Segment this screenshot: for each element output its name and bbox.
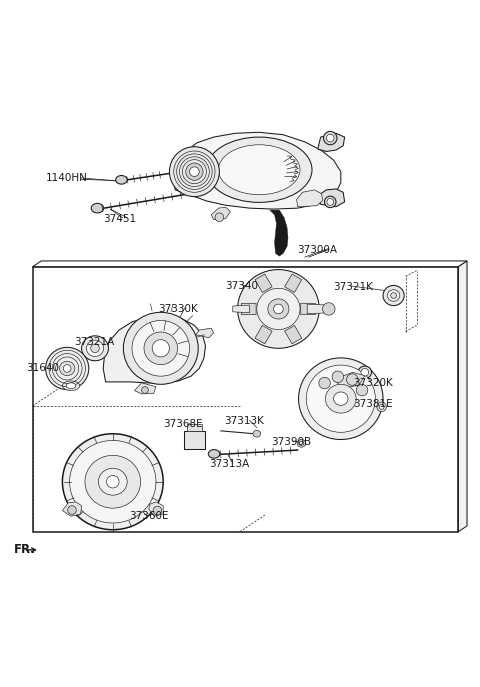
Polygon shape	[170, 154, 199, 178]
Ellipse shape	[379, 405, 384, 409]
Ellipse shape	[299, 358, 383, 440]
Ellipse shape	[86, 340, 104, 357]
Polygon shape	[307, 304, 329, 314]
Text: 37320K: 37320K	[353, 379, 393, 388]
Ellipse shape	[356, 384, 368, 396]
Ellipse shape	[91, 203, 104, 213]
Polygon shape	[33, 261, 467, 267]
Text: 1140HN: 1140HN	[46, 173, 87, 183]
Polygon shape	[285, 274, 302, 293]
Ellipse shape	[268, 299, 289, 319]
Ellipse shape	[299, 442, 304, 445]
Polygon shape	[211, 207, 230, 220]
Ellipse shape	[82, 336, 108, 361]
Text: 31640: 31640	[26, 363, 60, 374]
Ellipse shape	[325, 384, 356, 413]
Polygon shape	[149, 502, 163, 517]
Polygon shape	[62, 502, 82, 517]
Text: 37321K: 37321K	[334, 282, 373, 292]
Polygon shape	[318, 133, 345, 152]
Ellipse shape	[62, 433, 163, 530]
Text: 37313A: 37313A	[209, 460, 249, 469]
Text: 37360E: 37360E	[130, 511, 169, 521]
Ellipse shape	[46, 348, 89, 390]
Ellipse shape	[238, 269, 319, 348]
Ellipse shape	[297, 440, 306, 447]
Ellipse shape	[323, 303, 335, 315]
Ellipse shape	[324, 131, 337, 145]
Ellipse shape	[206, 137, 312, 203]
Ellipse shape	[257, 289, 300, 330]
Text: 37313K: 37313K	[225, 416, 264, 426]
Polygon shape	[255, 274, 272, 293]
Bar	[33, 267, 458, 532]
Ellipse shape	[208, 449, 220, 458]
Ellipse shape	[68, 506, 76, 515]
Ellipse shape	[218, 145, 300, 194]
Ellipse shape	[63, 365, 71, 372]
Ellipse shape	[190, 167, 199, 177]
Ellipse shape	[123, 313, 198, 384]
Ellipse shape	[169, 147, 219, 196]
Polygon shape	[241, 303, 256, 315]
Polygon shape	[233, 305, 250, 313]
Polygon shape	[458, 261, 467, 532]
Polygon shape	[334, 372, 365, 388]
Text: 37451: 37451	[103, 214, 136, 224]
Polygon shape	[270, 210, 288, 256]
Polygon shape	[196, 328, 214, 338]
Ellipse shape	[132, 320, 190, 376]
Polygon shape	[173, 133, 341, 209]
Ellipse shape	[70, 440, 156, 523]
Ellipse shape	[98, 469, 127, 495]
Ellipse shape	[144, 332, 178, 365]
Ellipse shape	[186, 163, 203, 180]
Ellipse shape	[116, 175, 127, 184]
Text: 37300A: 37300A	[298, 245, 337, 255]
Text: FR.: FR.	[13, 543, 36, 556]
Polygon shape	[301, 303, 315, 315]
Ellipse shape	[62, 381, 80, 390]
Ellipse shape	[387, 290, 400, 302]
Ellipse shape	[142, 387, 148, 394]
Text: 37321A: 37321A	[74, 337, 115, 347]
Ellipse shape	[326, 134, 334, 142]
Polygon shape	[255, 326, 272, 344]
Ellipse shape	[383, 285, 404, 306]
Ellipse shape	[153, 506, 162, 515]
Ellipse shape	[91, 344, 99, 352]
Ellipse shape	[85, 455, 141, 508]
Bar	[187, 424, 202, 431]
Polygon shape	[297, 190, 323, 207]
Ellipse shape	[306, 365, 375, 432]
Ellipse shape	[391, 293, 396, 298]
Polygon shape	[134, 383, 156, 394]
Ellipse shape	[358, 366, 372, 379]
Ellipse shape	[152, 339, 169, 357]
Ellipse shape	[377, 402, 386, 412]
Ellipse shape	[324, 196, 336, 207]
Ellipse shape	[347, 374, 358, 385]
Ellipse shape	[274, 304, 283, 314]
Polygon shape	[103, 315, 205, 383]
Ellipse shape	[60, 361, 75, 376]
Polygon shape	[318, 189, 345, 207]
Ellipse shape	[361, 368, 369, 376]
Text: 37340: 37340	[226, 281, 259, 291]
Ellipse shape	[319, 377, 330, 389]
Ellipse shape	[327, 199, 334, 205]
Text: 37381E: 37381E	[353, 399, 393, 409]
Ellipse shape	[107, 475, 119, 488]
Ellipse shape	[334, 392, 348, 405]
Ellipse shape	[253, 430, 261, 437]
Ellipse shape	[332, 371, 344, 383]
Polygon shape	[285, 326, 302, 344]
Ellipse shape	[66, 383, 76, 389]
Text: 37368E: 37368E	[163, 419, 203, 429]
Ellipse shape	[215, 213, 224, 222]
Bar	[184, 431, 205, 449]
Text: 37330K: 37330K	[158, 304, 198, 314]
Text: 37390B: 37390B	[271, 437, 312, 447]
